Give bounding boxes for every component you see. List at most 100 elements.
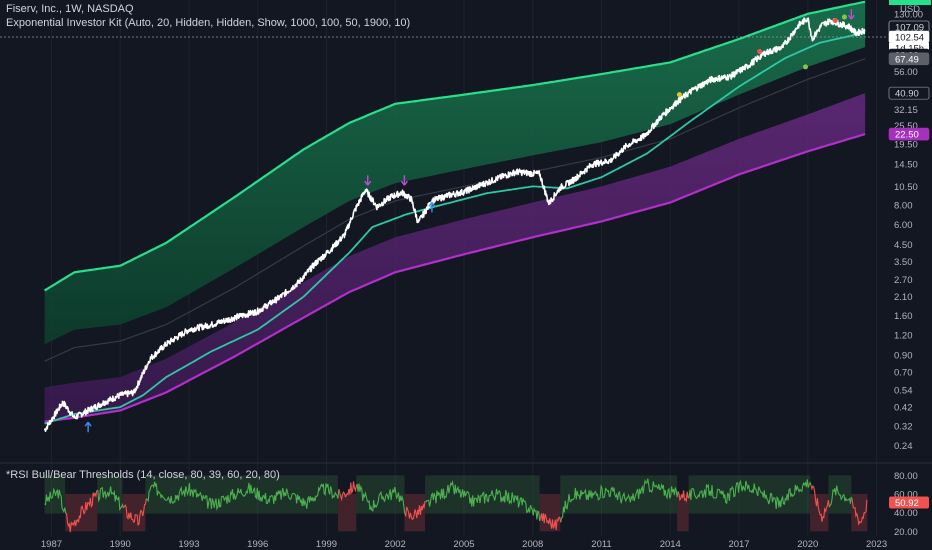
rsi-bear-zone bbox=[337, 494, 357, 532]
time-tick-label: 2002 bbox=[385, 539, 406, 550]
rsi-bull-zone bbox=[97, 475, 123, 514]
rsi-line-bear bbox=[539, 513, 562, 531]
time-tick-label: 1987 bbox=[41, 539, 62, 550]
rsi-line-bear bbox=[338, 481, 358, 502]
price-tick-label: 0.70 bbox=[894, 368, 913, 379]
rsi-line-bull bbox=[425, 479, 542, 522]
time-tick-label: 2011 bbox=[591, 539, 611, 550]
rsi-line-bear bbox=[677, 490, 690, 503]
price-marker-dot bbox=[802, 64, 808, 70]
price-badge-label: 22.50 bbox=[895, 130, 919, 141]
price-tick-label: 25.50 bbox=[894, 121, 918, 132]
price-badge-label: 40.90 bbox=[895, 89, 919, 100]
price-badge[interactable]: 40.90 bbox=[888, 86, 930, 100]
price-line bbox=[43, 17, 866, 432]
price-badge-label: 107.09 bbox=[895, 23, 924, 34]
price-tick-label: 19.50 bbox=[894, 139, 918, 150]
sell-arrow-icon[interactable] bbox=[364, 175, 372, 186]
rsi-line-bull bbox=[97, 486, 124, 512]
time-tick-label: 1990 bbox=[110, 539, 131, 550]
price-badge-bg bbox=[888, 52, 930, 66]
price-badge-bg bbox=[888, 127, 930, 141]
price-tick-label: 6.00 bbox=[894, 220, 913, 231]
price-marker-dot bbox=[841, 14, 847, 20]
price-marker-dot bbox=[832, 17, 838, 23]
price-tick-label: 0.42 bbox=[894, 403, 913, 414]
price-tick-label: 3.50 bbox=[894, 257, 913, 268]
ema-line bbox=[44, 31, 866, 425]
price-axis[interactable]: USD130.0078.0056.0032.1525.5019.5014.501… bbox=[888, 0, 932, 550]
rsi-bull-zone bbox=[828, 475, 852, 514]
price-marker-dot bbox=[676, 92, 682, 98]
lower-band-line bbox=[44, 133, 866, 423]
price-tick-label: 56.00 bbox=[894, 67, 918, 78]
price-badge-bg bbox=[888, 86, 930, 100]
rsi-line-bear bbox=[122, 498, 147, 527]
rsi-last-badge-label: 50.92 bbox=[895, 498, 919, 509]
rsi-line-bear bbox=[404, 500, 427, 520]
price-badge-label: 102.54 bbox=[895, 33, 924, 44]
upper-band-line bbox=[44, 0, 866, 292]
lower-band-fill bbox=[44, 93, 866, 422]
rsi-bear-zone bbox=[851, 494, 868, 532]
time-tick-label: 1993 bbox=[178, 539, 199, 550]
countdown-bg bbox=[889, 43, 929, 54]
band-layer bbox=[44, 0, 866, 425]
time-axis[interactable]: 1987 1990 1993 1996 1999 2002 2005 2008 2011 2014… bbox=[0, 536, 888, 550]
buy-arrow-icon[interactable] bbox=[84, 421, 92, 433]
price-tick-label: 2.70 bbox=[894, 275, 913, 286]
price-badge[interactable]: 22.50 bbox=[888, 127, 930, 141]
time-tick-label: 2008 bbox=[522, 539, 543, 550]
price-tick-label: 14.50 bbox=[894, 160, 918, 171]
price-tick-label: 130.00 bbox=[894, 9, 923, 20]
sell-arrow-icon[interactable] bbox=[847, 9, 855, 20]
rsi-tick-label: 60.00 bbox=[894, 490, 918, 501]
time-axis-bg bbox=[0, 536, 888, 550]
time-tick-label: 2014 bbox=[660, 539, 681, 550]
buy-arrow-icon[interactable] bbox=[428, 201, 436, 213]
rsi-title[interactable]: *RSI Bull/Bear Thresholds (14, close, 80… bbox=[6, 469, 280, 481]
rsi-line-bear bbox=[851, 499, 868, 527]
price-tick-label: 0.32 bbox=[894, 421, 913, 432]
price-badge[interactable]: 67.49 bbox=[888, 52, 930, 66]
price-tick-label: 0.54 bbox=[894, 385, 913, 396]
rsi-line-bull bbox=[356, 483, 406, 515]
price-tick-label: 32.15 bbox=[894, 105, 918, 116]
rsi-line-bull bbox=[560, 478, 679, 523]
rsi-last-badge[interactable]: 50.92 bbox=[889, 496, 929, 509]
upper-band-fill bbox=[44, 1, 866, 345]
price-tick-label: 0.90 bbox=[894, 350, 913, 361]
price-tick-label: 4.50 bbox=[894, 240, 913, 251]
signal-layer bbox=[84, 9, 855, 433]
price-marker-dot bbox=[757, 49, 763, 55]
rsi-bear-zone bbox=[539, 494, 561, 532]
price-badge-label: 67.49 bbox=[895, 54, 919, 65]
indicator-title[interactable]: Exponential Investor Kit (Auto, 20, Hidd… bbox=[6, 17, 411, 29]
time-tick-label: 2005 bbox=[453, 539, 474, 550]
rsi-line-bull bbox=[688, 479, 812, 509]
currency-label[interactable]: USD bbox=[900, 4, 920, 15]
time-tick-label: 1996 bbox=[247, 539, 268, 550]
price-tick-label: 0.24 bbox=[894, 441, 913, 452]
price-tick-label: 8.00 bbox=[894, 201, 913, 212]
rsi-pane bbox=[44, 475, 868, 533]
price-tick-label: 10.50 bbox=[894, 182, 918, 193]
price-tick-label: 1.20 bbox=[894, 331, 913, 342]
rsi-tick-label: 20.00 bbox=[894, 527, 918, 538]
rsi-line-bull bbox=[828, 485, 853, 508]
symbol-title: Fiserv, Inc., 1W, NASDAQ bbox=[6, 3, 134, 15]
upper-band-marker bbox=[889, 0, 931, 5]
rsi-last-badge-bg bbox=[889, 496, 929, 509]
rsi-line-bull bbox=[145, 481, 340, 511]
price-tick-label: 1.60 bbox=[894, 311, 913, 322]
time-tick-label: 2017 bbox=[728, 539, 749, 550]
time-tick-label: 2020 bbox=[797, 539, 818, 550]
rsi-bear-zone bbox=[677, 494, 689, 532]
rsi-tick-label: 80.00 bbox=[894, 471, 918, 482]
rsi-tick-label: 40.00 bbox=[894, 508, 918, 519]
sell-arrow-icon[interactable] bbox=[400, 175, 408, 186]
rsi-line-bear bbox=[65, 489, 99, 533]
time-tick-label: 2023 bbox=[866, 539, 887, 550]
price-tick-label: 2.10 bbox=[894, 292, 913, 303]
time-tick-label: 1999 bbox=[316, 539, 337, 550]
